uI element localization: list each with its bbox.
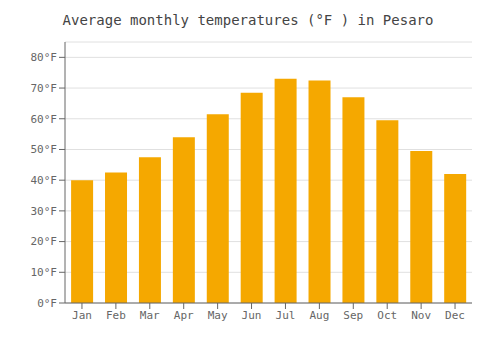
svg-text:Nov: Nov xyxy=(411,309,431,322)
svg-text:Apr: Apr xyxy=(174,309,194,322)
svg-text:20°F: 20°F xyxy=(31,235,58,248)
html-text:Average monthly temperatures (: Average monthly temperatures (°F ) in Pe… xyxy=(62,12,434,28)
svg-text:50°F: 50°F xyxy=(31,143,58,156)
svg-text:70°F: 70°F xyxy=(31,82,58,95)
svg-text:Mar: Mar xyxy=(140,309,160,322)
svg-text:Aug: Aug xyxy=(309,309,329,322)
svg-text:Dec: Dec xyxy=(445,309,465,322)
svg-text:30°F: 30°F xyxy=(31,205,58,218)
svg-text:0°F: 0°F xyxy=(37,297,57,310)
svg-text:10°F: 10°F xyxy=(31,266,58,279)
svg-text:40°F: 40°F xyxy=(31,174,58,187)
svg-text:Oct: Oct xyxy=(377,309,397,322)
svg-text:80°F: 80°F xyxy=(31,51,58,64)
svg-text:Jan: Jan xyxy=(72,309,92,322)
svg-text:Jun: Jun xyxy=(242,309,262,322)
svg-text:Jul: Jul xyxy=(276,309,296,322)
svg-text:60°F: 60°F xyxy=(31,113,58,126)
svg-text:May: May xyxy=(208,309,228,322)
svg-text:Sep: Sep xyxy=(343,309,363,322)
svg-text:Feb: Feb xyxy=(106,309,126,322)
